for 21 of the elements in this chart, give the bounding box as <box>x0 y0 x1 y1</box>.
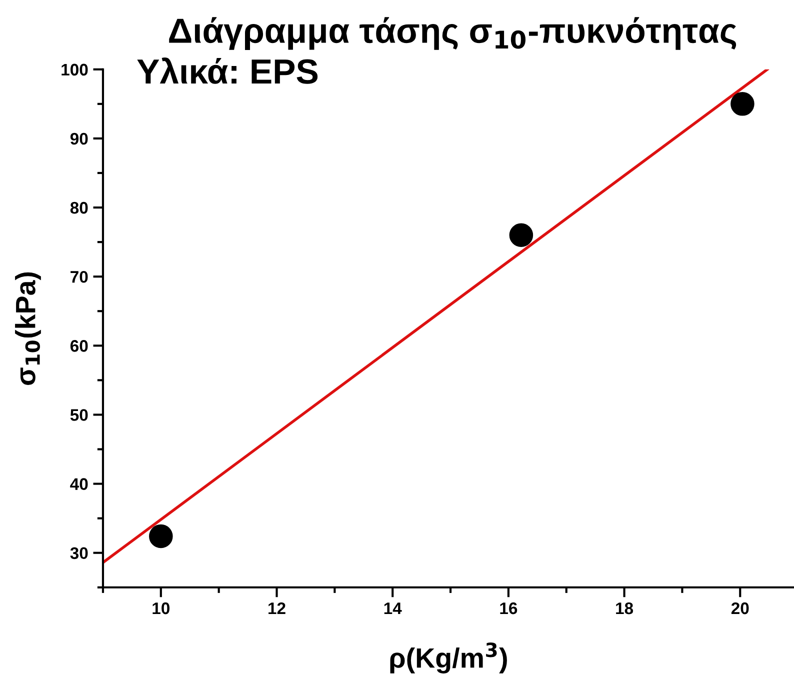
chart-subtitle: Υλικά: EPS <box>137 58 318 84</box>
y-tick-label: 50 <box>70 409 88 421</box>
x-tick-label: 14 <box>384 602 402 614</box>
y-tick-label: 60 <box>70 340 88 352</box>
y-tick-label: 70 <box>70 270 88 283</box>
chart-title: Διάγραμμα τάσης σ$_{10}$-πυκνότητας <box>169 17 736 50</box>
x-tick-label: 16 <box>500 602 518 614</box>
y-tick-label: 30 <box>70 547 88 560</box>
y-tick-label: 80 <box>70 202 88 214</box>
x-tick-label: 12 <box>268 602 286 614</box>
point <box>730 92 754 116</box>
x-axis-title: ρ(Kg/m$^{3}$) <box>390 642 507 674</box>
y-tick-label: 100 <box>62 64 88 76</box>
point <box>149 524 173 548</box>
y-axis-title: σ$_{10}$(kPa) <box>15 272 41 385</box>
x-tick-label: 10 <box>152 602 170 614</box>
y-tick-label: 40 <box>70 478 88 490</box>
point <box>509 223 534 248</box>
x-tick-label: 18 <box>616 602 634 614</box>
y-tick-label: 90 <box>70 132 88 145</box>
x-tick-label: 20 <box>731 602 749 614</box>
